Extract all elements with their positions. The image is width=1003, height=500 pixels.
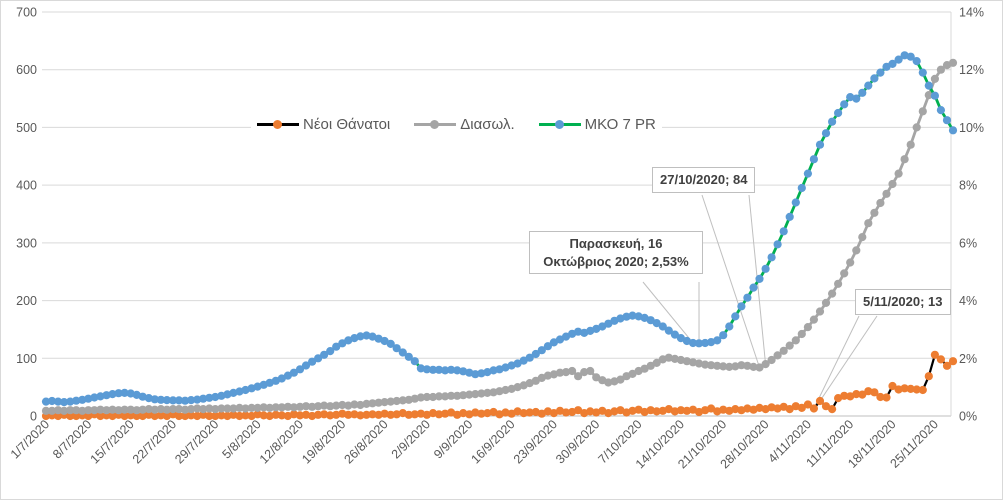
annotation-27-10-2020[interactable]: 27/10/2020; 84 (652, 167, 756, 193)
svg-text:30/9/2020: 30/9/2020 (553, 417, 602, 466)
series-mko7pr[interactable] (41, 51, 958, 407)
svg-text:12%: 12% (959, 63, 984, 77)
legend-label-intubated: Διασωλ. (460, 116, 515, 133)
svg-text:0: 0 (30, 410, 37, 424)
series-intubated[interactable] (41, 58, 958, 415)
x-axis-labels: 1/7/20208/7/202015/7/202022/7/202029/7/2… (8, 417, 941, 471)
series-new-deaths[interactable] (41, 350, 958, 421)
svg-text:200: 200 (16, 294, 37, 308)
svg-text:22/7/2020: 22/7/2020 (130, 417, 179, 466)
svg-text:0%: 0% (959, 410, 977, 424)
legend-label-new-deaths: Νέοι Θάνατοι (303, 116, 391, 133)
legend-swatch-new-deaths (257, 119, 299, 130)
svg-text:23/9/2020: 23/9/2020 (511, 417, 560, 466)
svg-text:4%: 4% (959, 294, 977, 308)
legend-label-mko7pr: ΜΚΟ 7 PR (584, 116, 656, 133)
svg-text:6%: 6% (959, 236, 977, 250)
svg-text:2%: 2% (959, 352, 977, 366)
legend-item-mko7pr[interactable]: ΜΚΟ 7 PR (538, 116, 656, 133)
svg-text:15/7/2020: 15/7/2020 (88, 417, 137, 466)
gridlines (42, 11, 952, 417)
legend-item-intubated[interactable]: Διασωλ. (414, 116, 515, 133)
svg-text:100: 100 (16, 352, 37, 366)
svg-text:500: 500 (16, 121, 37, 135)
annotation-5-11-2020[interactable]: 5/11/2020; 13 (855, 289, 951, 315)
annotation-friday-16-october[interactable]: Παρασκευή, 16 Οκτώβριος 2020; 2,53% (529, 231, 703, 275)
y-axis-right-labels: 0% 2% 4% 6% 8% 10% 12% 14% (959, 6, 984, 424)
svg-text:19/8/2020: 19/8/2020 (299, 417, 348, 466)
svg-text:16/9/2020: 16/9/2020 (468, 417, 517, 466)
svg-text:10%: 10% (959, 121, 984, 135)
svg-text:300: 300 (16, 236, 37, 250)
svg-text:700: 700 (16, 6, 37, 20)
svg-text:29/7/2020: 29/7/2020 (172, 417, 221, 466)
chart-legend: Νέοι Θάνατοι Διασωλ. ΜΚΟ 7 PR (251, 114, 662, 135)
svg-text:8%: 8% (959, 179, 977, 193)
svg-text:600: 600 (16, 63, 37, 77)
svg-text:14%: 14% (959, 6, 984, 20)
svg-text:12/8/2020: 12/8/2020 (257, 417, 306, 466)
svg-text:400: 400 (16, 179, 37, 193)
svg-text:26/8/2020: 26/8/2020 (342, 417, 391, 466)
y-axis-left-labels: 0 100 200 300 400 500 600 700 (16, 6, 37, 424)
svg-text:1/7/2020: 1/7/2020 (8, 417, 52, 461)
legend-swatch-intubated (414, 119, 457, 130)
annotation-leader-lines (642, 194, 878, 409)
legend-item-new-deaths[interactable]: Νέοι Θάνατοι (257, 116, 390, 133)
legend-swatch-mko7pr (538, 119, 581, 130)
svg-text:2/9/2020: 2/9/2020 (389, 417, 433, 461)
